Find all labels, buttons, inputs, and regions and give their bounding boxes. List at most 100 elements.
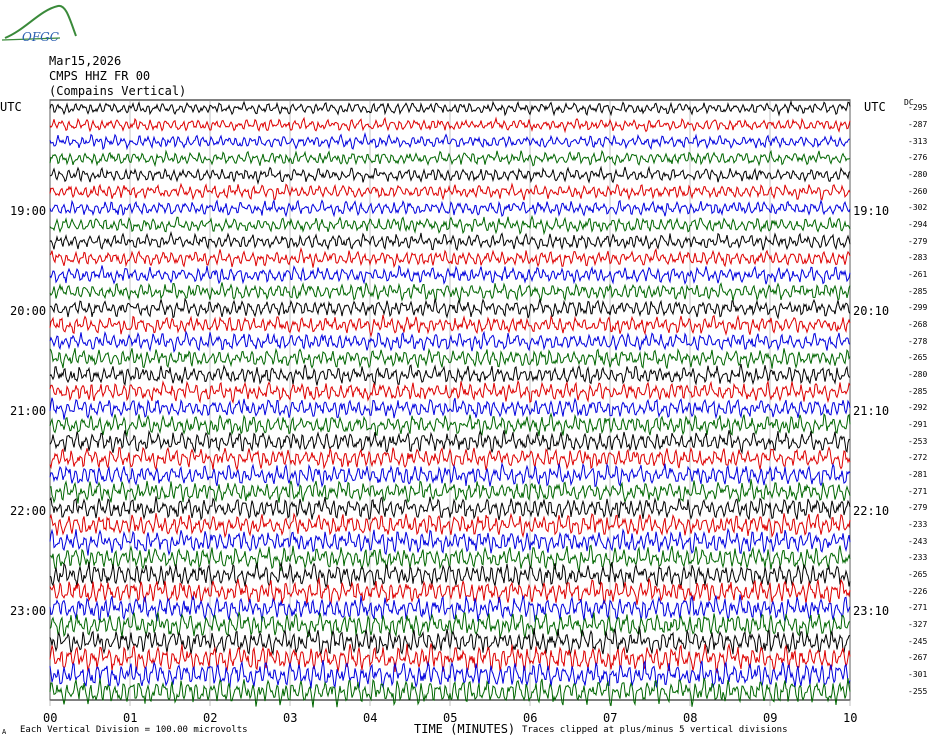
trace-line [49,446,851,472]
dc-offset-label: -260 [908,186,928,196]
x-tick-label: 10 [843,711,858,725]
dc-label: DC [904,98,914,107]
trace-line [49,347,851,369]
clip-note: Traces clipped at plus/minus 5 vertical … [522,725,788,735]
trace-line [49,230,851,252]
dc-offset-label: -265 [908,353,928,363]
dc-offset-label: -280 [908,370,928,379]
header-location: (Compains Vertical) [49,84,187,98]
trace-line [49,282,851,302]
trace-line [49,561,851,589]
dc-offset-label: -295 [908,103,928,113]
trace-line [49,214,851,236]
dc-offset-label: -268 [908,320,928,329]
right-hour-label: 20:10 [853,304,890,318]
trace-line [49,198,851,218]
right-hour-label: 23:10 [853,604,890,618]
left-hour-label: 20:00 [10,304,47,318]
left-hour-label: 21:00 [10,404,47,418]
dc-offset-label: -299 [908,303,928,313]
trace-line [49,247,851,269]
dc-offset-label: -272 [908,453,928,463]
dc-offset-label: -255 [908,686,928,696]
x-tick-label: 05 [443,711,458,725]
right-hour-label: 22:10 [853,504,890,518]
left-hour-label: 22:00 [10,504,47,518]
x-tick-label: 04 [363,711,378,725]
left-hour-label: 19:00 [10,204,47,218]
right-hour-label: 21:10 [853,404,890,418]
x-tick-label: 00 [43,711,58,725]
trace-line [49,165,851,186]
trace-line [49,429,851,455]
dc-offset-label: -292 [908,403,928,413]
x-tick-label: 01 [123,711,138,725]
dc-offset-label: -233 [908,520,928,529]
trace-line [49,527,851,556]
dc-offset-label: -279 [908,503,928,513]
right-hour-label: 19:10 [853,204,890,218]
trace-line [49,642,851,674]
trace-line [49,610,851,639]
dc-offset-label: -243 [908,536,928,546]
logo-swoosh [4,4,77,39]
header-station: CMPS HHZ FR 00 [49,69,151,83]
header-date: Mar15,2026 [49,54,122,68]
dc-offset-label: -327 [908,620,928,629]
dc-offset-label: -283 [908,253,928,263]
dc-offset-label: -287 [908,120,928,129]
trace-line [49,479,851,504]
logo-underline [1,37,61,41]
dc-offset-label: -285 [908,286,928,296]
dc-offset-label: -261 [908,270,928,279]
x-tick-label: 03 [283,711,298,725]
trace-line [49,512,851,539]
trace-line [49,314,851,338]
dc-offset-label: -313 [908,136,928,146]
trace-line [49,677,851,708]
dc-offset-label: -281 [908,470,928,479]
logo-text: OFGC [22,30,59,44]
trace-line [49,397,851,420]
ofgc-logo: OFGC [1,4,77,44]
trace-line [49,99,851,117]
vertical-division-note: Each Vertical Division = 100.00 microvol… [20,725,248,735]
dc-offset-label: -280 [908,170,928,179]
dc-offset-label: -278 [908,336,928,346]
dc-offset-label: -226 [908,586,928,596]
x-tick-label: 09 [763,711,778,725]
trace-line [49,594,851,623]
trace-line [49,544,851,572]
trace-line [49,116,851,134]
dc-offset-label: -291 [908,420,928,429]
trace-line [49,149,850,168]
x-tick-label: 08 [683,711,698,725]
trace-line [49,625,851,656]
dc-offset-label: -302 [908,203,928,213]
scale-mark: A [2,728,7,736]
trace-line [49,363,851,386]
dc-offset-label: -233 [908,553,928,563]
left-hour-label: 23:00 [10,604,47,618]
trace-line [49,379,851,404]
trace-line [49,297,851,320]
dc-offset-label: -271 [908,486,928,496]
trace-line [49,182,851,201]
x-axis-label: TIME (MINUTES) [414,722,516,736]
dc-offset-label: -294 [908,220,928,229]
x-tick-label: 02 [203,711,218,725]
dc-offset-label: -301 [908,670,928,679]
trace-line [49,412,851,437]
trace-line [49,461,851,488]
dc-offset-label: -276 [908,153,928,163]
trace-line [49,132,851,151]
x-tick-label: 06 [523,711,538,725]
trace-line [49,659,851,690]
dc-offset-label: -265 [908,570,928,579]
x-tick-label: 07 [603,711,618,725]
dc-offset-label: -285 [908,386,928,396]
trace-line [49,496,851,521]
dc-offset-label: -253 [908,436,928,446]
dc-offset-label: -279 [908,236,928,246]
